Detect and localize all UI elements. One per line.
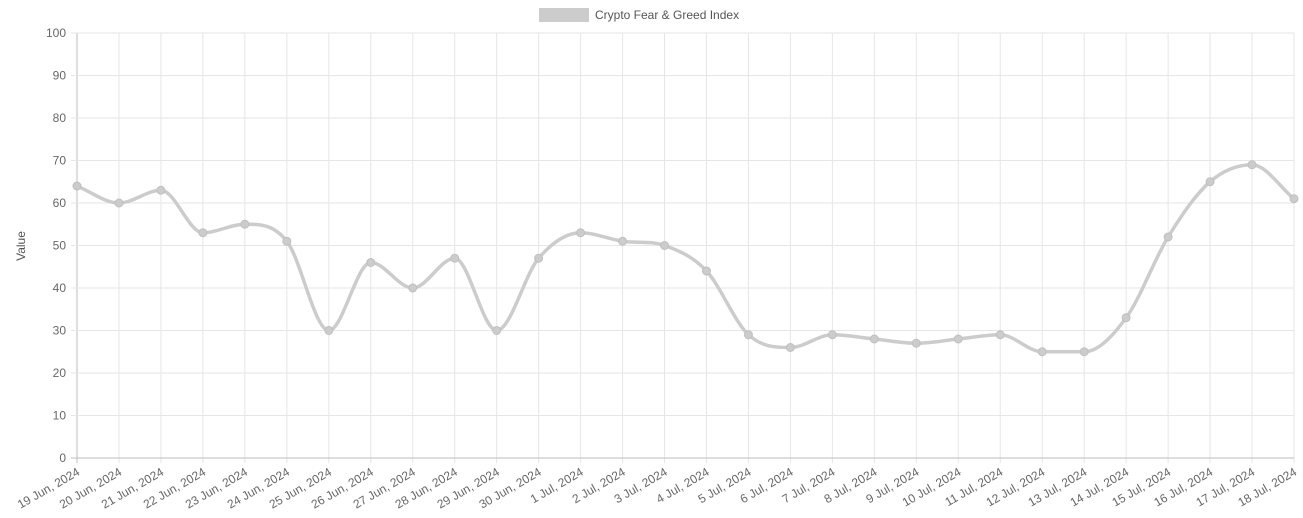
legend[interactable]: Crypto Fear & Greed Index [539,8,739,22]
data-point[interactable] [827,330,837,340]
data-point[interactable] [953,334,963,344]
series-layer [72,160,1299,357]
data-point[interactable] [911,338,921,348]
y-tick-label: 0 [59,451,66,465]
data-point[interactable] [114,198,124,208]
legend-swatch [539,8,589,22]
data-point[interactable] [743,330,753,340]
data-point[interactable] [785,343,795,352]
data-point[interactable] [240,219,250,229]
legend-label: Crypto Fear & Greed Index [595,8,739,22]
y-tick-labels: 0 10 20 30 40 50 60 70 80 90 100 [46,26,66,465]
data-point[interactable] [324,326,334,335]
y-tick-label: 80 [53,111,67,125]
data-point[interactable] [408,283,418,293]
data-point[interactable] [198,228,208,238]
data-point[interactable] [72,181,82,191]
y-tick-label: 70 [53,154,67,168]
data-point[interactable] [366,258,376,267]
data-point[interactable] [1121,313,1131,323]
y-tick-label: 100 [46,26,66,40]
data-point[interactable] [869,334,879,344]
y-tick-label: 50 [53,239,67,253]
data-point[interactable] [1079,347,1089,357]
y-gridlines [71,32,1294,459]
data-point[interactable] [1163,232,1173,242]
data-point[interactable] [450,253,460,263]
data-point[interactable] [534,253,544,263]
data-point[interactable] [576,228,586,238]
data-point[interactable] [1205,177,1215,187]
data-point[interactable] [1037,347,1047,357]
y-tick-label: 90 [53,69,67,83]
data-point[interactable] [1247,160,1257,170]
data-point[interactable] [618,236,628,246]
data-point[interactable] [156,185,166,195]
data-point[interactable] [701,266,711,276]
data-point[interactable] [660,241,670,250]
y-tick-label: 60 [53,196,67,210]
series-line [76,163,1296,354]
data-point[interactable] [995,330,1005,340]
y-tick-label: 30 [53,324,67,338]
data-point[interactable] [282,236,292,246]
y-tick-label: 20 [53,366,67,380]
data-point[interactable] [492,326,502,335]
x-gridlines [76,33,1295,463]
data-point[interactable] [1289,194,1299,204]
y-axis-title: Value [14,231,28,261]
y-tick-label: 40 [53,281,67,295]
y-tick-label: 10 [53,409,67,423]
